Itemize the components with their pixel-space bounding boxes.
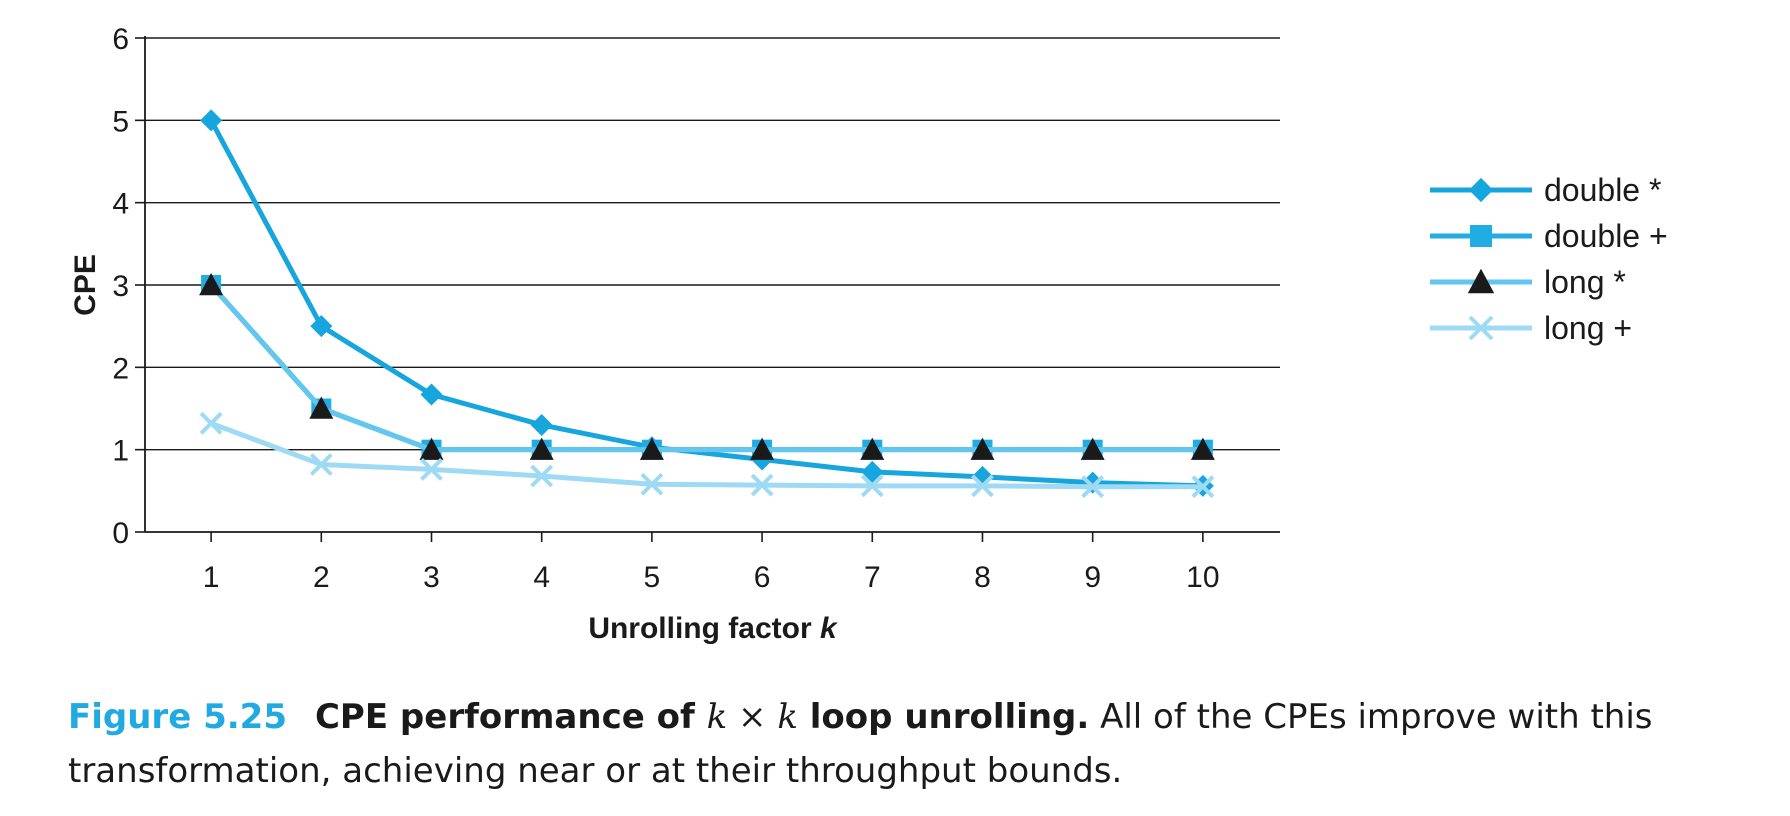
point-0-2: [420, 383, 443, 406]
x-tick-label-8: 8: [974, 561, 991, 594]
point-2-4: [639, 437, 664, 460]
series-layer: [199, 109, 1215, 499]
point-2-0: [199, 273, 224, 296]
point-0-1: [310, 315, 333, 338]
point-3-4: [640, 472, 664, 496]
legend: double * double + long * long +: [1430, 172, 1668, 346]
x-tick-label-6: 6: [754, 561, 771, 594]
x-tick-label-9: 9: [1084, 561, 1101, 594]
x-tick-label-10: 10: [1186, 561, 1219, 594]
point-3-8: [1081, 475, 1105, 499]
point-3-5: [750, 473, 774, 497]
x-tick-label-7: 7: [864, 561, 881, 594]
point-3-1: [309, 453, 333, 476]
x-axis-title-var: k: [820, 612, 838, 645]
legend-entry-2: long *: [1430, 264, 1626, 300]
series-0: [200, 109, 1214, 497]
series-line-2: [209, 283, 1203, 453]
point-2-6: [860, 437, 885, 460]
legend-marker-2: [1467, 268, 1495, 294]
legend-entry-3: long +: [1430, 310, 1632, 346]
figure-title-part1: CPE performance of: [314, 697, 707, 737]
point-2-1: [309, 396, 334, 419]
point-3-2: [420, 458, 443, 481]
legend-marker-1: [1470, 225, 1492, 247]
legend-entry-0: double *: [1430, 172, 1661, 208]
legend-label-3: long +: [1544, 310, 1632, 346]
legend-label-0: double *: [1544, 172, 1661, 208]
figure-caption: Figure 5.25 CPE performance of k × k loop…: [68, 690, 1768, 798]
legend-label-1: double +: [1544, 218, 1668, 254]
point-2-5: [750, 437, 775, 460]
y-axis-ticks: 0 1 2 3 4 5 6: [112, 23, 145, 550]
legend-marker-3: [1468, 315, 1494, 341]
x-tick-label-4: 4: [533, 561, 550, 594]
x-tick-label-1: 1: [203, 561, 220, 594]
series-3: [199, 411, 1215, 499]
series-line-3: [210, 420, 1203, 490]
cpe-line-chart: 0 1 2 3 4 5 6 1 2 3 4 5 6 7 8 9 10 CPE Unrolling factor…: [69, 23, 1668, 645]
y-tick-label-4: 4: [112, 188, 129, 221]
point-0-6: [861, 460, 884, 483]
y-tick-label-1: 1: [112, 435, 129, 468]
x-tick-label-5: 5: [644, 561, 661, 594]
point-2-3: [529, 437, 554, 460]
point-0-0: [200, 109, 223, 132]
point-2-8: [1080, 437, 1105, 460]
point-3-9: [1191, 475, 1215, 499]
x-tick-label-3: 3: [423, 561, 440, 594]
figure-number: Figure 5.25: [68, 697, 287, 737]
legend-marker-0: [1468, 177, 1494, 203]
gridlines: [145, 37, 1280, 451]
x-tick-label-2: 2: [313, 561, 330, 594]
point-0-8: [1081, 471, 1104, 494]
figure-title-math: k × k: [706, 697, 798, 737]
x-axis-title-text: Unrolling factor: [588, 612, 820, 645]
point-3-0: [199, 411, 223, 435]
y-tick-label-5: 5: [112, 105, 129, 138]
legend-label-2: long *: [1544, 264, 1626, 300]
point-0-3: [530, 413, 553, 436]
y-tick-label-0: 0: [112, 517, 129, 550]
series-line-0: [208, 119, 1203, 489]
point-3-6: [860, 474, 884, 498]
x-axis-title: Unrolling factor k: [588, 612, 838, 645]
y-tick-label-2: 2: [112, 352, 129, 385]
figure-caption-body: All of the CPEs improve with this transf…: [68, 697, 1653, 791]
point-3-7: [971, 474, 994, 498]
y-tick-label-3: 3: [112, 270, 129, 303]
y-tick-label-6: 6: [112, 23, 129, 56]
figure-title: CPE performance of k × k loop unrolling.: [315, 697, 1089, 737]
figure-title-part2: loop unrolling.: [797, 697, 1090, 737]
point-2-2: [419, 437, 444, 460]
point-3-3: [530, 464, 554, 488]
y-axis-title: CPE: [69, 254, 102, 316]
point-2-9: [1190, 437, 1215, 460]
x-axis-ticks: 1 2 3 4 5 6 7 8 9 10: [203, 532, 1220, 594]
point-2-7: [970, 437, 995, 460]
legend-entry-1: double +: [1430, 218, 1668, 254]
series-2: [199, 273, 1215, 460]
